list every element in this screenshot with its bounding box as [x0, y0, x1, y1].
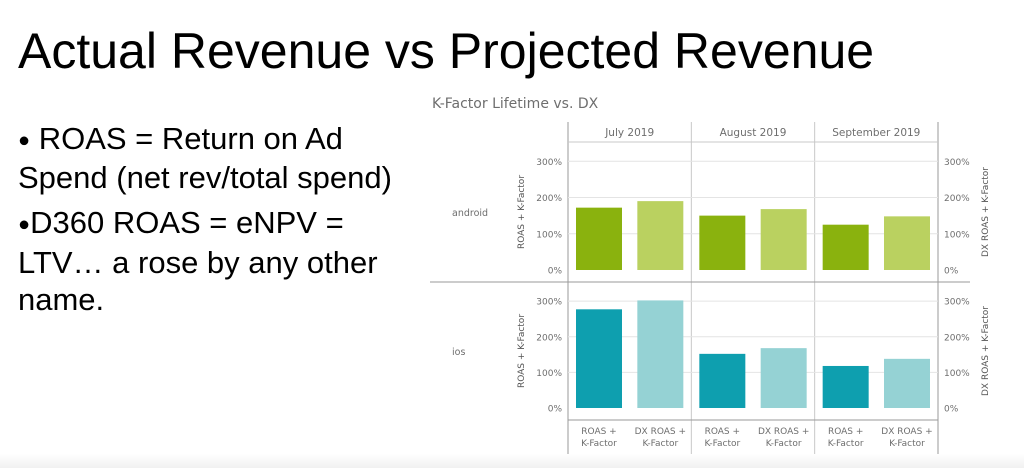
x-category-label-line1: DX ROAS + [881, 427, 932, 437]
bullet-text: D360 ROAS = eNPV = LTV… a rose by any ot… [18, 205, 378, 317]
y-axis-title-left: ROAS + K-Factor [517, 314, 527, 388]
chart-kfactor-vs-dx: K-Factor Lifetime vs. DX July 2019 August … [430, 96, 990, 454]
y-tick-label-right: 200% [944, 194, 970, 204]
column-header: September 2019 [832, 127, 920, 139]
bullet-item: ● ROAS = Return on Ad Spend (net rev/tot… [18, 120, 428, 196]
y-tick-label-right: 100% [944, 230, 970, 240]
bar-ios-dx-roas [884, 358, 930, 408]
y-tick-label-right: 300% [944, 298, 970, 308]
bar-ios-dx-roas [637, 300, 684, 408]
bar-android-roas [576, 207, 622, 270]
y-tick-label-right: 0% [944, 405, 959, 415]
bar-android-roas [699, 215, 746, 270]
bullet-dot-icon: ● [18, 213, 31, 236]
x-category-label-line2: K-Factor [889, 439, 925, 449]
y-axis-title-left: ROAS + K-Factor [517, 175, 527, 249]
bullet-list: ● ROAS = Return on Ad Spend (net rev/tot… [18, 120, 428, 326]
bar-android-dx-roas [884, 216, 930, 270]
column-header: July 2019 [604, 127, 654, 139]
bar-ios-roas [822, 365, 869, 408]
x-category-label-line1: ROAS + [705, 427, 740, 437]
y-tick-label-left: 300% [536, 158, 562, 168]
y-axis-title-right: DX ROAS + K-Factor [981, 167, 990, 257]
slide-footer-fade [0, 454, 1024, 468]
x-category-label-line1: ROAS + [828, 427, 863, 437]
bullet-text: ROAS = Return on Ad Spend (net rev/total… [18, 121, 392, 196]
y-tick-label-left: 200% [536, 333, 562, 343]
column-header: August 2019 [720, 127, 787, 139]
row-label: android [452, 208, 488, 219]
x-category-label-line1: DX ROAS + [758, 427, 809, 437]
x-category-label-line2: K-Factor [766, 439, 802, 449]
y-tick-label-right: 300% [944, 158, 970, 168]
bar-ios-roas [576, 309, 622, 408]
y-axis-title-right: DX ROAS + K-Factor [981, 306, 990, 396]
y-tick-label-right: 100% [944, 369, 970, 379]
x-category-label-line1: DX ROAS + [635, 427, 686, 437]
x-category-label-line1: ROAS + [581, 427, 616, 437]
slide-title: Actual Revenue vs Projected Revenue [18, 23, 875, 79]
y-tick-label-left: 0% [548, 267, 563, 277]
y-tick-label-left: 0% [548, 405, 563, 415]
x-category-label-line2: K-Factor [642, 439, 678, 449]
bar-ios-roas [699, 353, 746, 408]
y-tick-label-left: 200% [536, 194, 562, 204]
y-tick-label-left: 300% [536, 298, 562, 308]
x-category-label-line2: K-Factor [828, 439, 864, 449]
x-category-label-line2: K-Factor [704, 439, 740, 449]
row-label: ios [452, 347, 465, 358]
y-tick-label-left: 100% [536, 369, 562, 379]
bar-android-dx-roas [637, 201, 684, 270]
bullet-item: ●D360 ROAS = eNPV = LTV… a rose by any o… [18, 204, 428, 317]
y-tick-label-left: 100% [536, 230, 562, 240]
bar-android-dx-roas [760, 209, 807, 270]
x-category-label-line2: K-Factor [581, 439, 617, 449]
y-tick-label-right: 200% [944, 333, 970, 343]
y-tick-label-right: 0% [944, 267, 959, 277]
bullet-dot-icon: ● [18, 129, 31, 152]
chart-title: K-Factor Lifetime vs. DX [432, 96, 599, 112]
bar-android-roas [822, 224, 869, 270]
bar-ios-dx-roas [760, 348, 807, 408]
